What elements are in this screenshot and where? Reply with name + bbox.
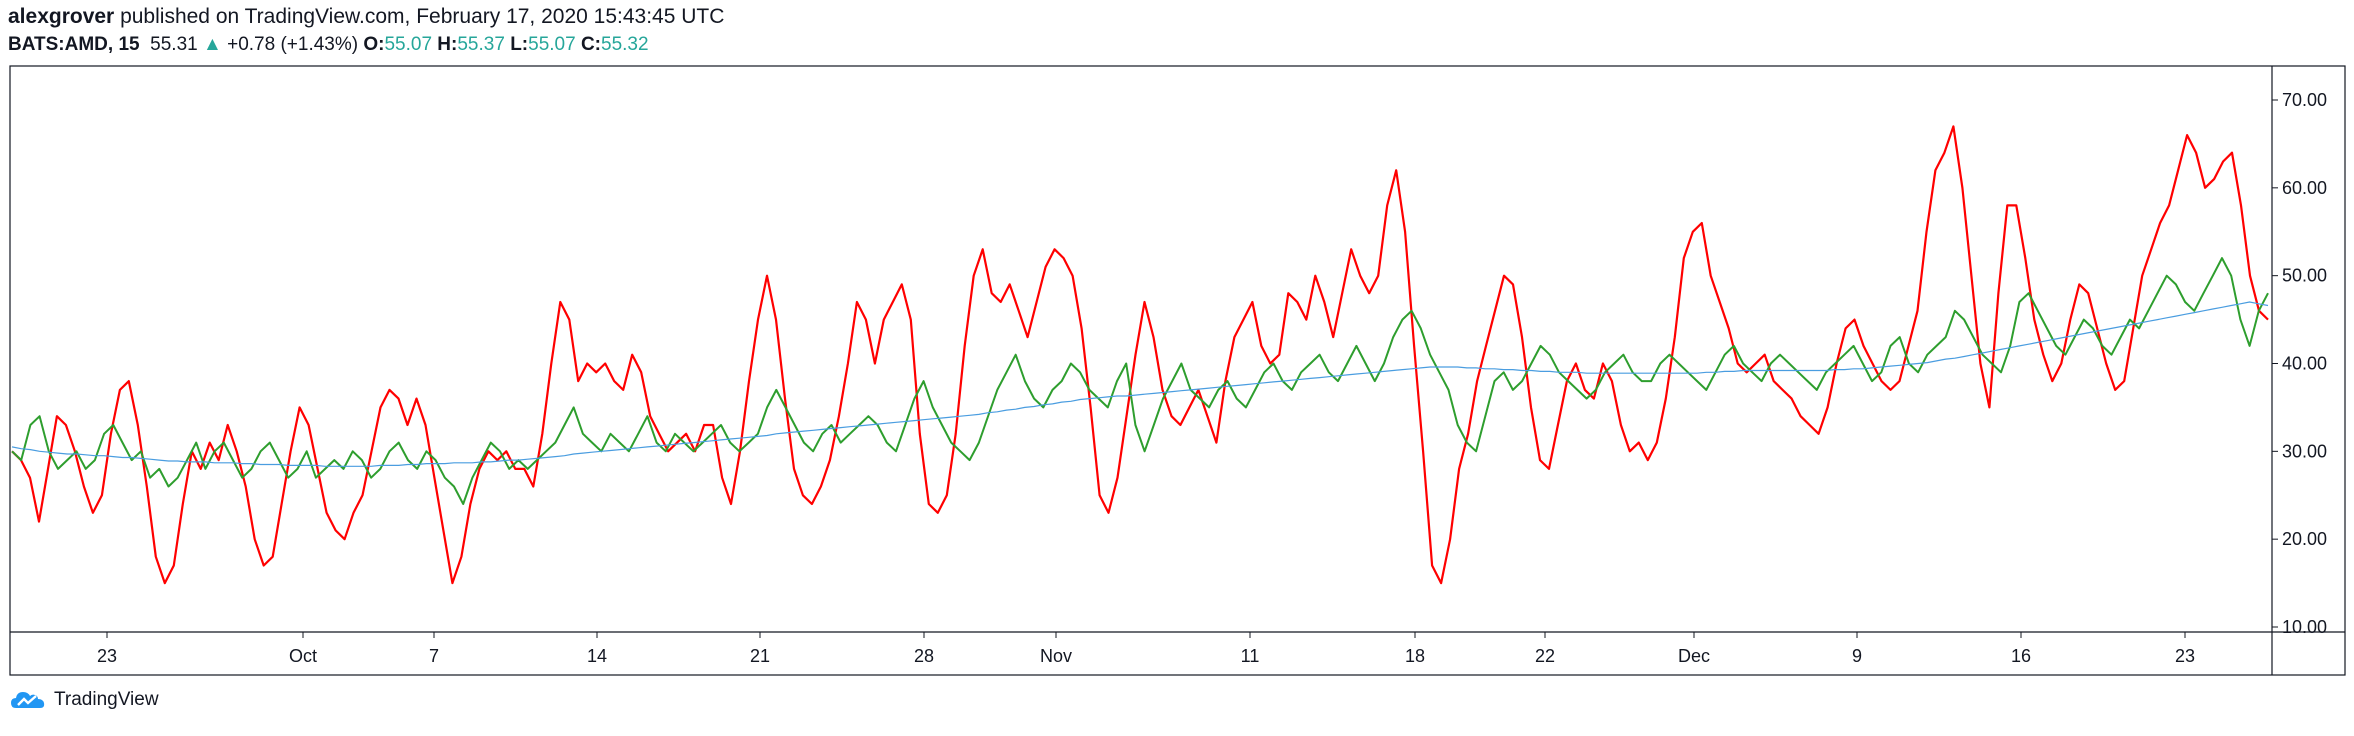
- x-tick-label: Nov: [1040, 646, 1072, 666]
- x-tick-label: 23: [97, 646, 117, 666]
- y-tick-label: 40.00: [2282, 354, 2327, 374]
- green-series-line: [11, 257, 2269, 505]
- y-tick-label: 60.00: [2282, 178, 2327, 198]
- x-tick-label: 16: [2011, 646, 2031, 666]
- x-tick-label: 14: [587, 646, 607, 666]
- y-tick-label: 20.00: [2282, 529, 2327, 549]
- x-tick-label: 28: [914, 646, 934, 666]
- x-tick-label: 18: [1405, 646, 1425, 666]
- x-tick-label: 23: [2175, 646, 2195, 666]
- symbol-label: BATS:AMD, 15: [8, 34, 140, 55]
- tradingview-brand[interactable]: TradingView: [54, 689, 159, 710]
- x-tick-label: 11: [1241, 646, 1260, 666]
- triangle-up-icon: ▲: [203, 34, 222, 55]
- x-tick-label: 21: [750, 646, 770, 666]
- x-tick-label: 9: [1852, 646, 1862, 666]
- x-tick-label: 22: [1535, 646, 1555, 666]
- chart-frame: [9, 65, 2346, 676]
- last-price: 55.31: [150, 34, 198, 55]
- chart-header: alexgrover published on TradingView.com,…: [8, 4, 724, 58]
- author-name[interactable]: alexgrover: [8, 5, 115, 28]
- price-change: +0.78 (+1.43%): [227, 34, 359, 55]
- red-series-line: [11, 125, 2269, 585]
- y-tick-label: 50.00: [2282, 266, 2327, 286]
- ohlc-line: BATS:AMD, 15 55.31 ▲ +0.78 (+1.43%) O:55…: [8, 32, 724, 58]
- close-value: 55.32: [601, 34, 649, 55]
- low-label: L:: [510, 34, 529, 55]
- y-tick-label: 30.00: [2282, 441, 2327, 461]
- open-label: O:: [363, 34, 385, 55]
- high-label: H:: [437, 34, 458, 55]
- x-tick-label: Dec: [1678, 646, 1710, 666]
- y-tick-label: 70.00: [2282, 90, 2327, 110]
- x-tick-label: Oct: [289, 646, 317, 666]
- blue-series-line: [11, 301, 2269, 467]
- footer: TradingView: [10, 689, 159, 711]
- x-tick-label: 7: [429, 646, 439, 666]
- publish-info: published on TradingView.com, February 1…: [120, 5, 725, 28]
- low-value: 55.07: [528, 34, 576, 55]
- tradingview-cloud-icon: [11, 692, 45, 708]
- high-value: 55.37: [457, 34, 505, 55]
- open-value: 55.07: [384, 34, 433, 55]
- publish-line: alexgrover published on TradingView.com,…: [8, 4, 724, 30]
- y-tick-label: 10.00: [2282, 617, 2327, 637]
- close-label: C:: [580, 34, 602, 55]
